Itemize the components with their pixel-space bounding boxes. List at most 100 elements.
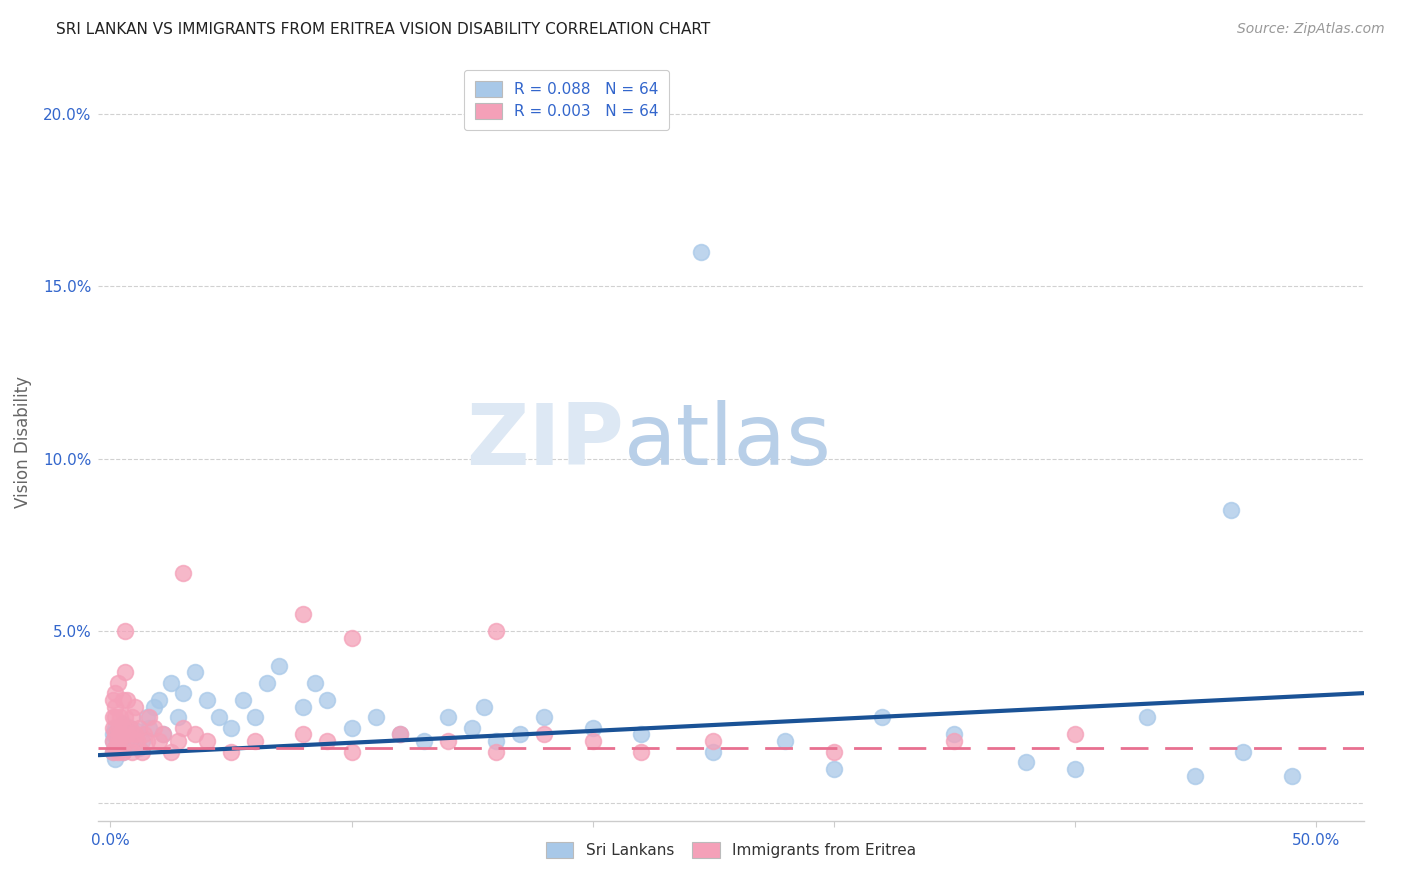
Point bbox=[107, 724, 129, 739]
Point bbox=[108, 734, 131, 748]
Point bbox=[104, 699, 127, 714]
Point bbox=[148, 693, 170, 707]
Point bbox=[509, 727, 531, 741]
Point bbox=[111, 745, 134, 759]
Point bbox=[775, 734, 797, 748]
Point bbox=[131, 745, 153, 759]
Point bbox=[104, 741, 127, 756]
Point bbox=[101, 721, 124, 735]
Point bbox=[943, 734, 966, 748]
Point bbox=[388, 727, 411, 741]
Point bbox=[124, 738, 146, 752]
Point bbox=[104, 751, 127, 765]
Point bbox=[101, 710, 124, 724]
Point bbox=[870, 710, 893, 724]
Text: atlas: atlas bbox=[623, 400, 831, 483]
Point bbox=[128, 741, 150, 756]
Point bbox=[316, 693, 339, 707]
Point bbox=[108, 731, 131, 745]
Point bbox=[107, 721, 129, 735]
Point bbox=[101, 693, 124, 707]
Point bbox=[472, 699, 495, 714]
Point bbox=[117, 734, 139, 748]
Point bbox=[243, 710, 266, 724]
Point bbox=[1063, 727, 1085, 741]
Point bbox=[107, 734, 129, 748]
Point bbox=[159, 745, 181, 759]
Point bbox=[134, 727, 156, 741]
Point bbox=[107, 745, 129, 759]
Point bbox=[131, 734, 153, 748]
Point bbox=[159, 675, 181, 690]
Point bbox=[117, 693, 139, 707]
Point bbox=[1015, 755, 1038, 769]
Point bbox=[690, 244, 713, 259]
Point bbox=[340, 745, 363, 759]
Point bbox=[1063, 762, 1085, 776]
Point bbox=[138, 721, 160, 735]
Point bbox=[118, 721, 141, 735]
Point bbox=[208, 710, 231, 724]
Point bbox=[581, 721, 603, 735]
Point bbox=[118, 734, 141, 748]
Point bbox=[1184, 769, 1206, 783]
Point bbox=[316, 734, 339, 748]
Point bbox=[485, 624, 508, 639]
Point bbox=[101, 727, 124, 741]
Text: SRI LANKAN VS IMMIGRANTS FROM ERITREA VISION DISABILITY CORRELATION CHART: SRI LANKAN VS IMMIGRANTS FROM ERITREA VI… bbox=[56, 22, 710, 37]
Point bbox=[118, 721, 141, 735]
Point bbox=[823, 745, 845, 759]
Point bbox=[304, 675, 326, 690]
Point bbox=[167, 734, 190, 748]
Point bbox=[702, 745, 724, 759]
Point bbox=[533, 727, 555, 741]
Point bbox=[388, 727, 411, 741]
Point bbox=[121, 731, 143, 745]
Point bbox=[101, 734, 124, 748]
Point bbox=[108, 710, 131, 724]
Point bbox=[135, 734, 157, 748]
Point bbox=[114, 624, 136, 639]
Point bbox=[232, 693, 254, 707]
Point bbox=[111, 721, 134, 735]
Point bbox=[101, 745, 124, 759]
Point bbox=[114, 727, 136, 741]
Point bbox=[111, 717, 134, 731]
Point bbox=[485, 745, 508, 759]
Point bbox=[292, 699, 315, 714]
Point bbox=[117, 727, 139, 741]
Point bbox=[104, 710, 127, 724]
Point bbox=[533, 710, 555, 724]
Point bbox=[124, 727, 146, 741]
Point bbox=[125, 734, 148, 748]
Point bbox=[184, 727, 207, 741]
Y-axis label: Vision Disability: Vision Disability bbox=[14, 376, 32, 508]
Point bbox=[437, 710, 460, 724]
Point bbox=[184, 665, 207, 680]
Point bbox=[104, 721, 127, 735]
Point bbox=[172, 686, 194, 700]
Point bbox=[128, 721, 150, 735]
Point bbox=[364, 710, 387, 724]
Point bbox=[121, 710, 143, 724]
Point bbox=[195, 693, 218, 707]
Point bbox=[111, 693, 134, 707]
Point bbox=[114, 710, 136, 724]
Point bbox=[1220, 503, 1243, 517]
Point bbox=[104, 741, 127, 756]
Point bbox=[111, 745, 134, 759]
Point bbox=[412, 734, 434, 748]
Text: ZIP: ZIP bbox=[465, 400, 623, 483]
Point bbox=[485, 734, 508, 748]
Point bbox=[172, 566, 194, 580]
Point bbox=[107, 734, 129, 748]
Point bbox=[135, 710, 157, 724]
Point bbox=[152, 727, 174, 741]
Point bbox=[108, 727, 131, 741]
Point bbox=[138, 710, 160, 724]
Point bbox=[142, 699, 165, 714]
Point bbox=[167, 710, 190, 724]
Point bbox=[1281, 769, 1303, 783]
Text: Source: ZipAtlas.com: Source: ZipAtlas.com bbox=[1237, 22, 1385, 37]
Point bbox=[104, 686, 127, 700]
